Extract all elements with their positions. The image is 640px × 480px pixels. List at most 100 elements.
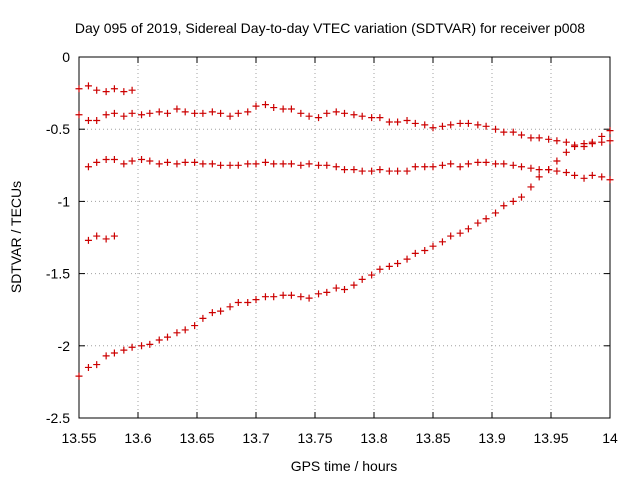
data-point	[368, 167, 376, 175]
data-point	[120, 346, 128, 354]
y-tick-label: -2	[58, 338, 71, 354]
data-point	[155, 336, 163, 344]
x-axis-label: GPS time / hours	[291, 458, 398, 474]
data-point	[341, 109, 348, 117]
data-point	[234, 161, 242, 169]
data-point	[244, 160, 252, 168]
data-point	[315, 114, 323, 122]
data-point	[482, 215, 490, 223]
data-point	[474, 158, 482, 166]
data-point	[297, 161, 305, 169]
data-point	[341, 285, 348, 293]
y-tick-label: 0	[62, 49, 70, 65]
data-point	[358, 112, 366, 120]
data-point	[146, 109, 154, 117]
data-point	[252, 102, 260, 110]
data-point	[518, 131, 525, 139]
data-point	[429, 124, 437, 132]
x-tick-label: 13.8	[360, 430, 387, 446]
data-point	[110, 85, 118, 93]
data-point	[368, 114, 376, 122]
data-point	[447, 232, 455, 240]
data-point	[394, 259, 402, 267]
data-point	[527, 134, 535, 142]
data-point	[464, 119, 472, 127]
data-point	[138, 156, 146, 164]
data-point	[155, 160, 163, 168]
series-track-d	[84, 156, 614, 184]
data-point	[102, 111, 110, 119]
data-point	[403, 117, 411, 125]
data-point	[75, 111, 83, 119]
data-point	[447, 160, 455, 168]
data-point	[376, 166, 384, 174]
data-point	[138, 342, 146, 350]
x-tick-label: 13.55	[61, 430, 96, 446]
data-point	[102, 352, 110, 360]
data-point	[110, 349, 118, 357]
data-point	[332, 108, 340, 116]
data-point	[323, 161, 331, 169]
data-point	[173, 160, 181, 168]
x-tick-label: 13.95	[533, 430, 568, 446]
data-point	[500, 202, 508, 210]
x-tick-label: 13.7	[242, 430, 269, 446]
data-point	[287, 160, 295, 168]
data-point	[350, 166, 358, 174]
data-point	[464, 225, 472, 233]
data-point	[164, 158, 171, 166]
data-point	[102, 156, 110, 164]
data-point	[571, 171, 579, 179]
data-point	[270, 104, 278, 112]
data-point	[199, 314, 207, 322]
data-point	[191, 158, 199, 166]
y-axis-label: SDTVAR / TECUs	[8, 181, 24, 293]
data-point	[84, 163, 92, 171]
data-point	[385, 118, 393, 126]
data-point	[492, 209, 500, 217]
data-point	[208, 309, 216, 317]
data-point	[429, 163, 437, 171]
data-point	[226, 303, 234, 311]
data-point	[84, 363, 92, 371]
data-point	[226, 161, 234, 169]
data-point	[535, 166, 543, 174]
x-tick-label: 13.9	[478, 430, 505, 446]
x-tick-label: 14	[602, 430, 618, 446]
data-point	[482, 122, 490, 130]
data-point	[580, 143, 588, 151]
data-point	[75, 85, 83, 93]
data-point	[350, 281, 358, 289]
data-point	[562, 169, 570, 177]
data-point	[474, 121, 482, 129]
data-point	[128, 157, 136, 165]
data-point	[234, 109, 242, 117]
data-point	[146, 340, 154, 348]
data-point	[545, 166, 553, 174]
data-point	[571, 143, 579, 151]
data-point	[305, 160, 313, 168]
chart-title: Day 095 of 2019, Sidereal Day-to-day VTE…	[75, 20, 585, 36]
data-point	[474, 219, 482, 227]
data-point	[128, 109, 136, 117]
data-point	[305, 112, 313, 120]
data-point	[110, 232, 118, 240]
data-point	[509, 197, 517, 205]
data-point	[297, 109, 305, 117]
data-point	[553, 137, 561, 145]
data-point	[492, 160, 500, 168]
x-tick-label: 13.75	[297, 430, 332, 446]
data-point	[323, 109, 331, 117]
data-point	[305, 294, 313, 302]
data-point	[93, 117, 101, 125]
data-point	[598, 173, 606, 181]
data-point	[509, 128, 517, 136]
data-point	[606, 137, 614, 145]
data-point	[270, 160, 278, 168]
data-point	[500, 128, 508, 136]
y-tick-label: -1	[58, 193, 71, 209]
data-point	[208, 108, 216, 116]
data-point	[358, 275, 366, 283]
data-point	[110, 156, 118, 164]
data-point	[588, 140, 596, 148]
